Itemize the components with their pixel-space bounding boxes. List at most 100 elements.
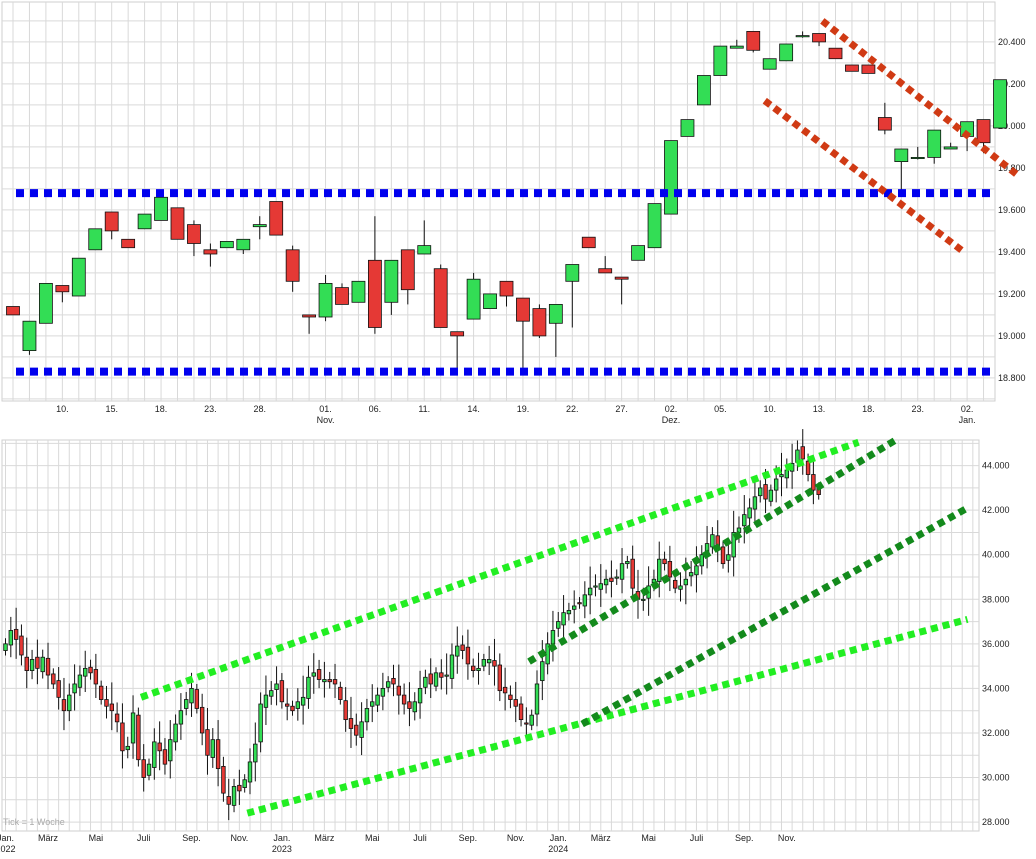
candle-body (566, 610, 572, 615)
x-tick-label: Nov. (778, 833, 796, 843)
candle-body (428, 673, 433, 685)
candle-body (417, 245, 432, 255)
x-tick-label: 01. (319, 404, 332, 414)
candle-body (516, 297, 530, 322)
x-tick-label: 18. (155, 404, 168, 414)
plot-area (1, 1, 996, 402)
candle-body (699, 554, 704, 567)
candle-body (121, 238, 136, 249)
x-tick-label: März (314, 833, 334, 843)
candle-body (812, 33, 826, 43)
candle-body (548, 303, 563, 324)
candle-body (466, 278, 481, 320)
candle-body (318, 282, 333, 318)
candle-body (13, 628, 19, 640)
x-tick-label: Juli (413, 833, 427, 843)
candle-body (343, 700, 348, 721)
x-tick-label: Jan. (273, 833, 290, 843)
candle-body (104, 211, 119, 232)
candle-body (631, 245, 645, 261)
x-tick-label: Jan. (550, 833, 567, 843)
candle-body (630, 558, 635, 589)
x-tick-label: Mai (89, 833, 104, 843)
candle-body (647, 203, 662, 249)
candle-body (746, 30, 761, 51)
x-tick-label: Juli (690, 833, 704, 843)
candle-body (247, 761, 253, 783)
y-tick-label: 19.600 (998, 205, 1026, 215)
y-tick-label: 20.400 (998, 37, 1026, 47)
y-tick-label: 38.000 (982, 594, 1010, 604)
x-tick-label: 10. (763, 404, 776, 414)
x-tick-label: 27. (615, 404, 628, 414)
candle-body (460, 644, 465, 651)
candle-body (800, 446, 805, 460)
candle-body (210, 739, 215, 758)
candle-body (688, 572, 694, 577)
candle-body (625, 561, 630, 565)
candle-body (338, 686, 343, 700)
candle-body (88, 666, 93, 674)
candle-body (306, 676, 311, 699)
candle-body (380, 688, 386, 697)
candle-body (29, 659, 35, 671)
candle-body (285, 249, 300, 282)
candle-body (269, 690, 274, 697)
candle-body (811, 474, 816, 491)
candle-body (763, 484, 768, 500)
x-tick-label: 11. (418, 404, 430, 414)
candle-body (662, 558, 667, 565)
candle-body (550, 630, 556, 645)
candle-body (351, 280, 366, 303)
candle-body (556, 621, 561, 629)
candle-body (152, 741, 157, 768)
candle-body (391, 677, 396, 685)
candle-body (694, 565, 699, 576)
candle-body (762, 58, 777, 70)
candle-body (726, 554, 731, 561)
candle-body (302, 314, 317, 318)
candle-body (481, 659, 487, 667)
candle-body (348, 718, 354, 729)
candle-body (83, 667, 88, 677)
candle-body (758, 487, 763, 497)
candle-body (367, 259, 382, 328)
x-tick-label: 05. (714, 404, 727, 414)
candle-body (263, 694, 269, 708)
candle-body (927, 129, 942, 158)
candle-body (828, 47, 843, 60)
y-tick-label: 36.000 (982, 639, 1010, 649)
candle-body (19, 635, 24, 656)
candle-body (146, 763, 152, 776)
y-tick-label: 40.000 (982, 550, 1010, 560)
candle-body (194, 689, 200, 709)
candle-body (768, 489, 774, 502)
candle-body (877, 117, 892, 131)
candle-body (170, 207, 185, 240)
x-tick-label: 06. (369, 404, 382, 414)
candle-body (455, 645, 460, 657)
x-tick-label: Juli (137, 833, 151, 843)
x-tick-label: 18. (862, 404, 875, 414)
candle-body (226, 796, 231, 805)
candle-body (598, 268, 613, 274)
y-tick-label: 44.000 (982, 461, 1010, 471)
candle-body (657, 558, 662, 582)
candle-body (910, 156, 925, 159)
x-sublabel: 2023 (272, 844, 292, 854)
candle-body (385, 681, 391, 688)
candle-body (45, 657, 51, 676)
candle-body (269, 201, 284, 236)
candle-body (444, 674, 449, 677)
y-tick-label: 19.400 (998, 247, 1026, 257)
candle-body (67, 694, 72, 712)
candle-body (614, 276, 629, 280)
y-tick-label: 32.000 (982, 728, 1010, 738)
candle-body (290, 705, 295, 712)
x-tick-label: Sep. (459, 833, 478, 843)
candle-body (534, 683, 540, 715)
candle-body (6, 306, 20, 316)
candle-body (565, 264, 580, 282)
candle-body (354, 724, 359, 736)
candle-body (311, 672, 316, 677)
